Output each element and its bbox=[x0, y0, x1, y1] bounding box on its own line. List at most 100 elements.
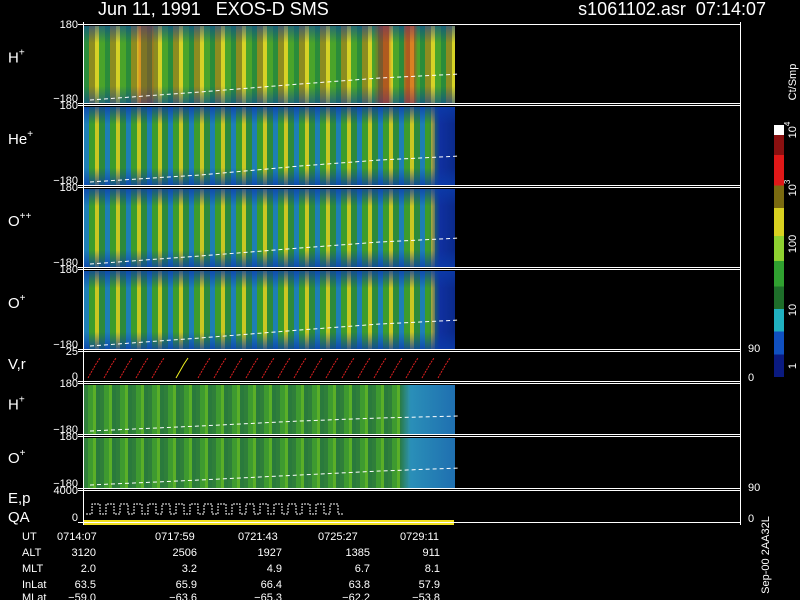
cell: 2.0 bbox=[81, 563, 96, 575]
y-tick-label: 4000 bbox=[54, 485, 78, 497]
stamp: Sep-00 2AA32L bbox=[760, 516, 772, 594]
row-label: MLT bbox=[22, 563, 43, 575]
spectrogram bbox=[84, 492, 455, 522]
cell: 8.1 bbox=[425, 563, 440, 575]
cell: 63.5 bbox=[75, 579, 96, 591]
y2-tick-label: 0 bbox=[748, 372, 754, 384]
y2-tick-label: 90 bbox=[748, 343, 760, 355]
spectrogram bbox=[84, 438, 455, 488]
y-tick-label: −180 bbox=[53, 478, 78, 490]
label-sup: + bbox=[19, 47, 25, 58]
cell: −65.3 bbox=[254, 592, 282, 600]
y2-tick-label: 0 bbox=[748, 513, 754, 525]
cell: −63.6 bbox=[169, 592, 197, 600]
colorbar-label: 1 bbox=[787, 363, 799, 369]
label-text: H bbox=[8, 49, 19, 66]
spectrogram bbox=[84, 353, 455, 381]
panel-label: V,r bbox=[8, 356, 26, 373]
cell: 0725:27 bbox=[318, 531, 358, 543]
y-tick-label: 0 bbox=[72, 512, 78, 524]
color-bar bbox=[774, 125, 784, 377]
y-tick-label: 180 bbox=[60, 182, 78, 194]
spectrogram bbox=[84, 107, 455, 185]
label-sup: + bbox=[19, 394, 25, 405]
spectrogram bbox=[84, 271, 455, 349]
y-tick-label: −180 bbox=[53, 339, 78, 351]
panel-label: H+ bbox=[8, 394, 25, 413]
label-text: E,p bbox=[8, 490, 31, 507]
cell: 1927 bbox=[258, 547, 282, 559]
y-tick-label: 0 bbox=[72, 371, 78, 383]
y-tick-label: 180 bbox=[60, 100, 78, 112]
cell: 3.2 bbox=[182, 563, 197, 575]
label-text: O bbox=[8, 450, 20, 467]
cell: −53.8 bbox=[412, 592, 440, 600]
frame bbox=[83, 22, 741, 525]
label-sup: + bbox=[27, 128, 33, 139]
label-sup: 4 bbox=[783, 121, 792, 126]
y-tick-label: −180 bbox=[53, 424, 78, 436]
cell: 57.9 bbox=[419, 579, 440, 591]
colorbar-unit: Ct/Smp bbox=[787, 64, 799, 101]
cell: 2506 bbox=[173, 547, 197, 559]
label-text: 1 bbox=[787, 363, 799, 369]
row-label: ALT bbox=[22, 547, 42, 559]
velocity-trace bbox=[175, 357, 189, 379]
cell: 65.9 bbox=[176, 579, 197, 591]
label-text: O bbox=[8, 213, 20, 230]
y-tick-label: 25 bbox=[66, 346, 78, 358]
cell: 1385 bbox=[346, 547, 370, 559]
cell: 0717:59 bbox=[155, 531, 195, 543]
cell: −62.2 bbox=[342, 592, 370, 600]
spectrogram bbox=[84, 189, 455, 267]
cell: 6.7 bbox=[355, 563, 370, 575]
cell: 3120 bbox=[72, 547, 96, 559]
panel-label: QA bbox=[8, 509, 30, 526]
cell: 63.8 bbox=[349, 579, 370, 591]
y2-tick-label: 90 bbox=[748, 482, 760, 494]
y-tick-label: 180 bbox=[60, 19, 78, 31]
panel-label: He+ bbox=[8, 128, 33, 147]
row-label: UT bbox=[22, 531, 37, 543]
title: Jun 11, 1991 EXOS-D SMS bbox=[98, 0, 329, 19]
cell: 66.4 bbox=[261, 579, 282, 591]
file-label: s1061102.asr 07:14:07 bbox=[578, 0, 766, 19]
panel-label: O+ bbox=[8, 292, 26, 311]
trace bbox=[89, 73, 461, 486]
label-text: 10 bbox=[787, 304, 799, 316]
row-label: InLat bbox=[22, 579, 46, 591]
cell: 0721:43 bbox=[238, 531, 278, 543]
cell: 0714:07 bbox=[57, 531, 97, 543]
label-text: He bbox=[8, 131, 27, 148]
y-tick-label: 180 bbox=[60, 264, 78, 276]
label-text: 10 bbox=[787, 184, 799, 196]
row-label: MLat bbox=[22, 592, 46, 600]
label-text: V,r bbox=[8, 356, 26, 373]
label-sup: + bbox=[20, 292, 26, 303]
velocity-trace bbox=[87, 357, 451, 379]
label-text: H bbox=[8, 397, 19, 414]
label-text: O bbox=[8, 295, 20, 312]
panel-label: O++ bbox=[8, 210, 32, 229]
panel-label: O+ bbox=[8, 448, 26, 467]
y-tick-label: −180 bbox=[53, 93, 78, 105]
y-tick-label: 180 bbox=[60, 431, 78, 443]
panel-label: H+ bbox=[8, 47, 25, 66]
label-text: 100 bbox=[787, 235, 799, 253]
y-tick-label: 180 bbox=[60, 378, 78, 390]
cell: 911 bbox=[422, 547, 440, 559]
cell: 4.9 bbox=[267, 563, 282, 575]
y-tick-label: −180 bbox=[53, 257, 78, 269]
label-sup: + bbox=[20, 448, 26, 459]
spectrogram bbox=[84, 26, 455, 103]
label-sup: 3 bbox=[783, 179, 792, 184]
cell: 0729:11 bbox=[400, 531, 439, 543]
panel-label: E,p bbox=[8, 490, 31, 507]
cell: −59.0 bbox=[68, 592, 96, 600]
energy-trace bbox=[86, 503, 344, 515]
colorbar-label: 100 bbox=[787, 235, 799, 253]
colorbar-label: 104 bbox=[783, 121, 799, 138]
y-tick-label: −180 bbox=[53, 175, 78, 187]
